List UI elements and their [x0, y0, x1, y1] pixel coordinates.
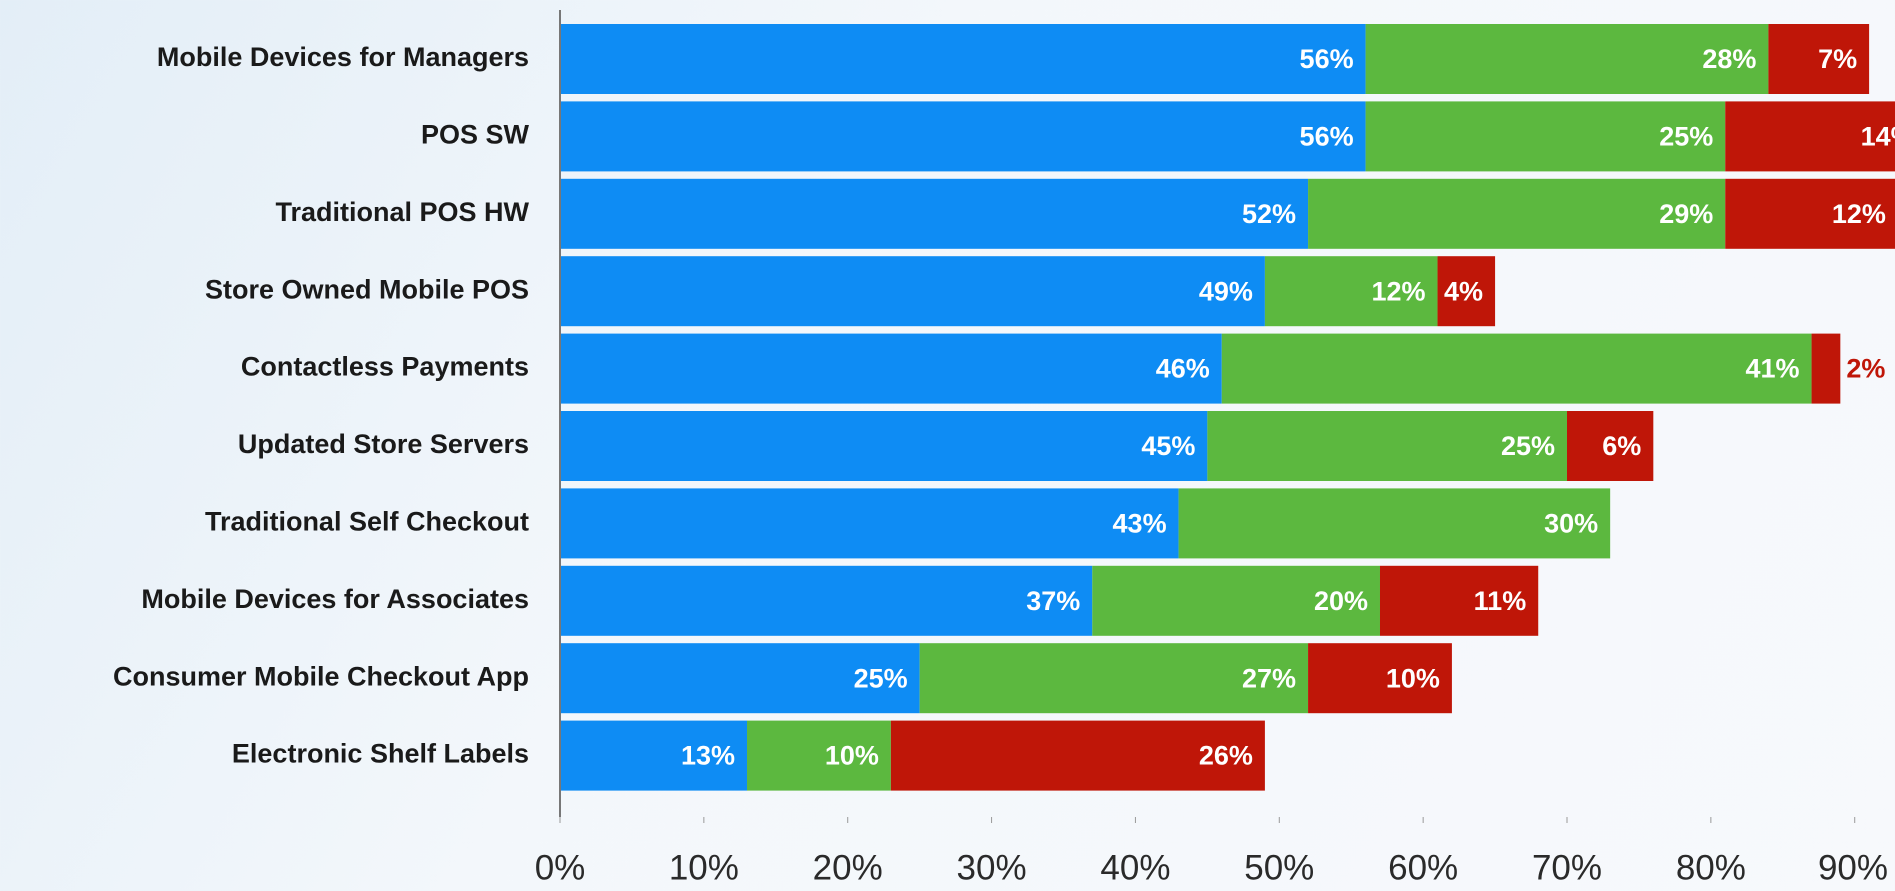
category-label: Electronic Shelf Labels	[232, 739, 529, 769]
bar-segment	[1437, 256, 1496, 327]
value-label: 29%	[1659, 199, 1713, 229]
x-tick-label: 70%	[1532, 848, 1602, 887]
value-label: 25%	[854, 663, 908, 693]
value-label: 6%	[1602, 431, 1641, 461]
bar-segment	[1264, 256, 1438, 327]
x-tick-label: 50%	[1244, 848, 1314, 887]
value-label: 27%	[1242, 663, 1296, 693]
x-tick-label: 60%	[1388, 848, 1458, 887]
bar-segment	[1567, 411, 1654, 481]
category-label: Consumer Mobile Checkout App	[113, 661, 529, 691]
value-label: 12%	[1371, 276, 1425, 306]
bar-segment	[1365, 101, 1726, 172]
bar-segment	[1379, 565, 1539, 636]
value-label: 25%	[1501, 431, 1555, 461]
x-tick-label: 40%	[1100, 848, 1170, 887]
bar-segment	[1221, 333, 1812, 404]
value-label: 14%	[1861, 122, 1895, 152]
bar-segment	[560, 333, 1222, 404]
value-label: 49%	[1199, 276, 1253, 306]
bar-segment	[1092, 565, 1380, 636]
category-label: Mobile Devices for Associates	[141, 584, 529, 614]
value-label: 4%	[1444, 276, 1483, 306]
bar-segment	[560, 256, 1265, 327]
x-tick-label: 80%	[1676, 848, 1746, 887]
bar-segment	[1768, 24, 1870, 94]
category-label: Store Owned Mobile POS	[205, 274, 529, 304]
category-label: Updated Store Servers	[238, 429, 529, 459]
bar-segment	[560, 24, 1366, 94]
bar-segment	[1308, 178, 1726, 249]
category-label: Traditional POS HW	[275, 197, 529, 227]
value-label: 25%	[1659, 122, 1713, 152]
bar-segment	[1207, 411, 1568, 481]
bar-segment	[1308, 643, 1452, 714]
value-label: 20%	[1314, 586, 1368, 616]
bar-segment	[560, 488, 1179, 559]
value-label: 30%	[1544, 509, 1598, 539]
bar-segment	[560, 178, 1309, 249]
bar-segment	[560, 565, 1093, 636]
value-label: 52%	[1242, 199, 1296, 229]
x-tick-label: 0%	[535, 848, 586, 887]
bar-segment	[560, 411, 1208, 481]
bar-segment	[1811, 333, 1841, 404]
category-label: Mobile Devices for Managers	[157, 42, 529, 72]
value-label: 56%	[1300, 44, 1354, 74]
bar-segment	[890, 720, 1265, 791]
value-label: 10%	[825, 741, 879, 771]
value-label: 41%	[1746, 354, 1800, 384]
value-label: 13%	[681, 741, 735, 771]
value-label: 10%	[1386, 663, 1440, 693]
value-label: 45%	[1141, 431, 1195, 461]
bar-segment	[1725, 101, 1895, 172]
category-label: POS SW	[421, 120, 530, 150]
category-label: Traditional Self Checkout	[205, 507, 529, 537]
bar-segment	[1365, 24, 1769, 94]
value-label: 46%	[1156, 354, 1210, 384]
value-label: 37%	[1026, 586, 1080, 616]
bar-segment	[747, 720, 891, 791]
value-label: 56%	[1300, 122, 1354, 152]
x-tick-label: 90%	[1818, 848, 1888, 887]
category-label: Contactless Payments	[241, 352, 529, 382]
bar-segment	[560, 720, 748, 791]
value-label: 26%	[1199, 741, 1253, 771]
bar-segment	[919, 643, 1309, 714]
value-label: 12%	[1832, 199, 1886, 229]
bar-segment	[1725, 178, 1895, 249]
x-tick-label: 30%	[957, 848, 1027, 887]
bar-segment	[560, 643, 920, 714]
x-tick-label: 20%	[813, 848, 883, 887]
plot-area: 56% 28% 7% 56% 25% 14% 52% 29% 12% 49% 12% 4% 46% 41%…	[560, 24, 1895, 791]
value-label: 7%	[1818, 44, 1857, 74]
value-label: 43%	[1113, 509, 1167, 539]
bar-segment	[1178, 488, 1611, 559]
value-label: 11%	[1474, 586, 1527, 616]
value-label: 2%	[1846, 354, 1885, 384]
value-label: 28%	[1702, 44, 1756, 74]
bar-segment	[560, 101, 1366, 172]
x-tick-label: 10%	[669, 848, 739, 887]
